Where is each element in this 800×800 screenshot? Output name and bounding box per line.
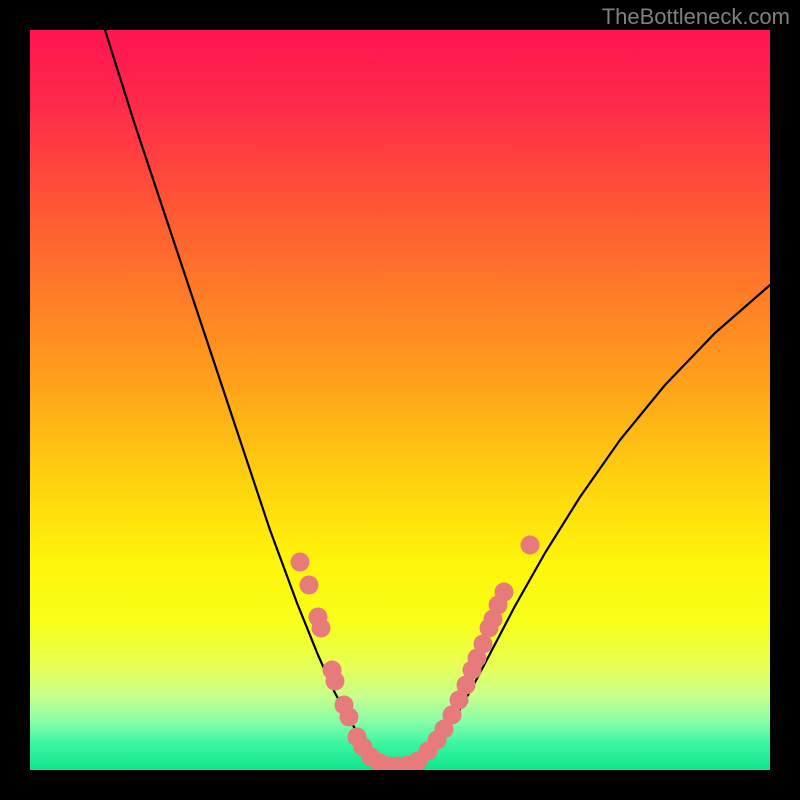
scatter-point — [521, 536, 540, 555]
scatter-point — [300, 576, 319, 595]
scatter-point — [495, 583, 514, 602]
scatter-point — [340, 708, 359, 727]
chart-container: TheBottleneck.com — [0, 0, 800, 800]
watermark-text: TheBottleneck.com — [602, 4, 790, 30]
scatter-point — [291, 553, 310, 572]
scatter-point — [312, 619, 331, 638]
scatter-point — [326, 672, 345, 691]
bottleneck-chart — [0, 0, 800, 800]
